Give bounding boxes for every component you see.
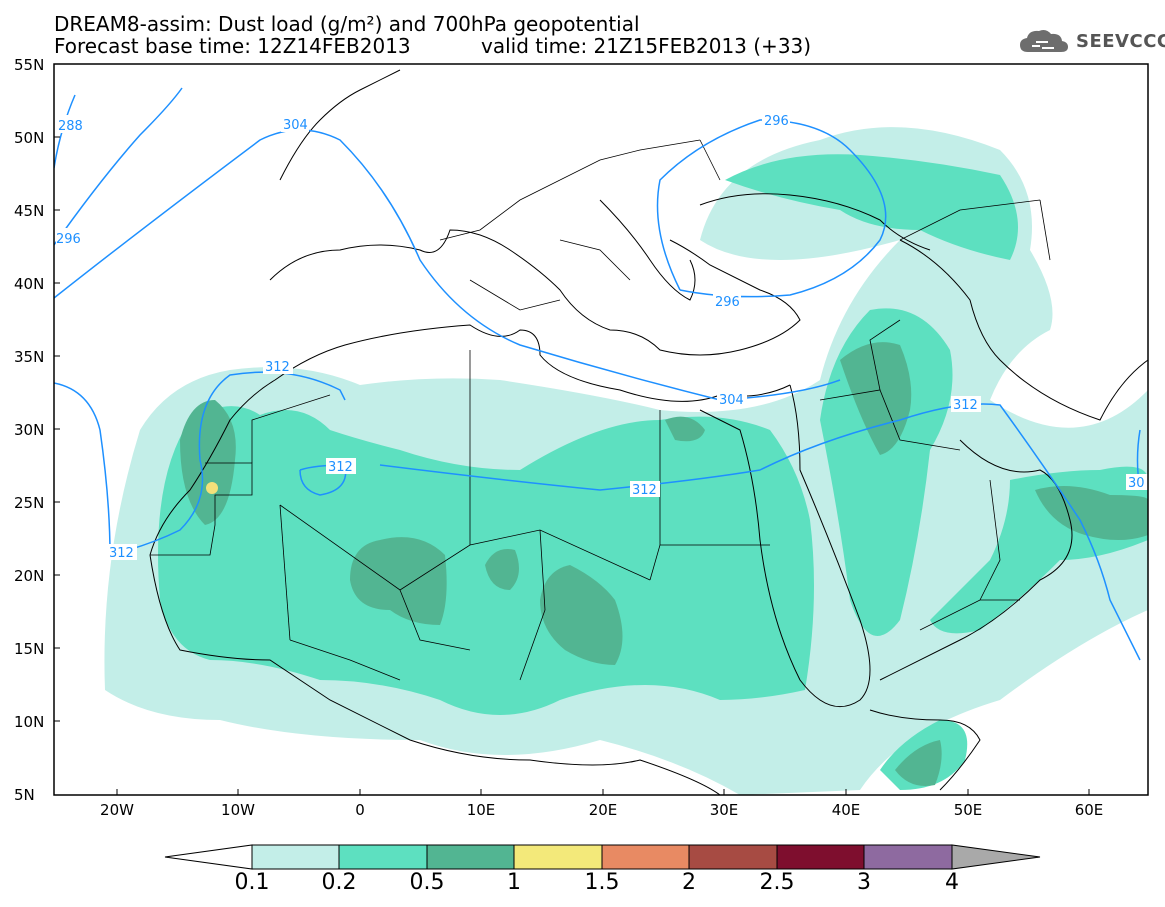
lat-label: 55N: [14, 56, 45, 74]
lat-label: 15N: [14, 640, 45, 658]
contour-label: 312: [265, 360, 290, 375]
lon-label: 10W: [221, 801, 255, 819]
lon-label: 40E: [831, 801, 861, 819]
contour-labels: 288 296 304 296 296 312 312 304 312 312 …: [56, 112, 1148, 561]
colorbar-label: 2.5: [759, 870, 795, 895]
contour-label: 296: [715, 295, 740, 310]
lat-label: 45N: [14, 202, 45, 220]
country-borders: [150, 139, 1051, 681]
dust-level-0.5-areas: [180, 342, 1148, 786]
colorbar-label: 0.2: [321, 870, 357, 895]
contour-label: 296: [56, 232, 81, 247]
forecast-base-time: Forecast base time: 12Z14FEB2013: [54, 34, 411, 58]
point-marker: [206, 482, 218, 494]
contour-label: 304: [283, 118, 308, 133]
contour-label: 312: [109, 546, 134, 561]
colorbar-label: 4: [945, 870, 959, 895]
lon-label: 30E: [709, 801, 739, 819]
lat-label: 40N: [14, 275, 45, 293]
colorbar-label: 3: [857, 870, 871, 895]
lat-label: 10N: [14, 713, 45, 731]
lat-label: 50N: [14, 129, 45, 147]
lat-label: 30N: [14, 421, 45, 439]
colorbar-label: 0.5: [409, 870, 445, 895]
contour-label: 312: [328, 460, 353, 475]
contour-label: 312: [953, 398, 978, 413]
lon-label: 20E: [588, 801, 618, 819]
colorbar-label: 1.5: [584, 870, 620, 895]
contour-label: 30: [1128, 476, 1145, 491]
contour-label: 296: [764, 114, 789, 129]
lon-label: 60E: [1074, 801, 1104, 819]
lon-label: 10E: [466, 801, 496, 819]
lat-label: 5N: [14, 786, 35, 804]
seevccc-logo: SEEVCCC: [1018, 25, 1165, 57]
colorbar-label: 0.1: [234, 870, 270, 895]
contour-label: 288: [58, 119, 83, 134]
colorbar-label: 1: [507, 870, 521, 895]
valid-time: valid time: 21Z15FEB2013 (+33): [481, 34, 812, 58]
lon-label: 0: [355, 801, 365, 819]
lon-label: 20W: [100, 801, 134, 819]
cloud-logo-icon: [1020, 30, 1068, 52]
lat-label: 35N: [14, 348, 45, 366]
coastlines: [149, 69, 1148, 795]
contour-label: 312: [632, 483, 657, 498]
lat-label: 20N: [14, 567, 45, 585]
axis-ticks: [54, 63, 1090, 795]
contour-label: 304: [719, 393, 744, 408]
logo-text: SEEVCCC: [1076, 30, 1165, 52]
colorbar-label: 2: [682, 870, 696, 895]
lat-label: 25N: [14, 494, 45, 512]
lon-label: 50E: [953, 801, 983, 819]
chart-title: DREAM8-assim: Dust load (g/m²) and 700hP…: [54, 12, 640, 36]
geopotential-contours: [54, 87, 1141, 661]
